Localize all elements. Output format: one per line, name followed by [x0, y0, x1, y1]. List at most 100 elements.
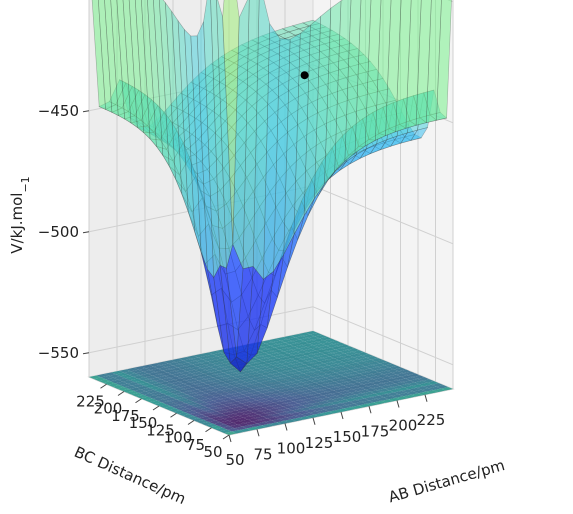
contour-cell: [394, 367, 407, 372]
contour-cell: [200, 384, 213, 388]
contour-cell: [291, 394, 304, 399]
contour-cell: [145, 389, 159, 394]
contour-cell: [111, 370, 124, 375]
contour-cell: [356, 375, 369, 379]
contour-cell: [321, 365, 334, 369]
contour-cell: [185, 387, 198, 391]
y-tick-label: 175: [111, 407, 140, 425]
z-axis-label-main: V/kJ.mol: [8, 193, 26, 254]
contour-cell: [375, 360, 388, 364]
contour-cell: [188, 375, 201, 379]
contour-cell: [138, 368, 151, 372]
contour-cell: [264, 397, 277, 401]
contour-cell: [323, 370, 336, 375]
contour-cell: [310, 379, 323, 383]
contour-cell: [355, 393, 368, 397]
contour-cell: [113, 376, 126, 380]
contour-cell: [258, 381, 271, 385]
contour-cell: [172, 372, 185, 377]
contour-cell: [200, 407, 213, 412]
contour-cell: [201, 413, 215, 417]
contour-cell: [295, 405, 308, 409]
y-tick-label: 125: [146, 421, 175, 439]
y-tick-mark: [170, 412, 177, 418]
contour-cell: [237, 376, 250, 381]
contour-cell: [311, 347, 324, 351]
contour-cell: [290, 357, 303, 361]
contour-cell: [274, 346, 287, 350]
contour-cell: [183, 359, 196, 363]
contour-cell: [334, 380, 347, 384]
contour-cell: [209, 365, 222, 369]
contour-cell: [387, 383, 400, 387]
contour-cell: [182, 414, 195, 418]
contour-cell: [221, 365, 234, 370]
contour-cell: [337, 399, 350, 404]
contour-cell: [383, 372, 397, 377]
contour-cell: [305, 354, 318, 358]
contour-cell: [103, 381, 116, 385]
contour-cell: [287, 360, 300, 365]
contour-cell: [344, 398, 357, 402]
contour-cell: [376, 374, 389, 378]
contour-cell: [195, 382, 208, 386]
contour-cell: [235, 394, 248, 398]
contour-cell: [226, 367, 239, 371]
contour-cell: [210, 356, 223, 360]
y-tick-label: 200: [94, 400, 123, 418]
contour-cell: [357, 389, 370, 394]
z-grid-line: [88, 306, 454, 366]
contour-cell: [177, 365, 190, 370]
contour-cell: [258, 404, 271, 408]
contour-cell: [107, 383, 120, 387]
contour-cell: [361, 400, 374, 404]
contour-cell: [253, 411, 266, 415]
contour-cell: [369, 366, 383, 371]
contour-cell: [199, 370, 212, 374]
contour-cell: [375, 383, 388, 387]
contour-cell: [261, 377, 274, 382]
contour-cell: [267, 370, 280, 375]
contour-cell: [311, 370, 324, 374]
contour-cell: [306, 345, 319, 349]
contour-cell: [378, 379, 391, 384]
contour-cell: [225, 399, 238, 403]
contour-cell: [276, 374, 289, 378]
contour-cell: [315, 372, 328, 376]
surface-patch: [171, 10, 189, 213]
contour-cell: [219, 360, 232, 364]
contour-cell: [398, 369, 411, 374]
contour-cell: [253, 388, 266, 392]
z-tick-label: −450: [38, 102, 79, 120]
contour-cell: [406, 391, 419, 395]
contour-cell: [408, 373, 421, 377]
contour-cell: [125, 376, 138, 381]
contour-cell: [250, 368, 263, 372]
contour-cell: [331, 406, 344, 411]
y-tick-mark: [152, 405, 160, 411]
contour-cell: [288, 398, 301, 402]
contour-cell: [145, 398, 158, 403]
contour-cell: [287, 383, 300, 388]
contour-cell: [101, 375, 114, 380]
contour-cell: [197, 364, 210, 369]
contour-cell: [229, 387, 242, 391]
contour-cell: [369, 390, 383, 394]
contour-cell: [298, 401, 311, 406]
contour-cell: [313, 366, 327, 371]
contour-cell: [234, 426, 247, 430]
contour-cell: [184, 373, 197, 377]
contour-cell: [307, 336, 320, 340]
contour-cell: [207, 382, 220, 387]
surface-patch: [425, 0, 442, 124]
contour-cell: [341, 378, 355, 382]
contour-cell: [258, 357, 271, 362]
contour-cell: [220, 374, 233, 378]
contour-cell: [265, 388, 278, 392]
contour-cell: [421, 388, 434, 392]
contour-cell: [197, 411, 210, 415]
contour-cell: [252, 373, 265, 378]
contour-cell: [184, 396, 197, 400]
contour-cell: [379, 370, 392, 375]
contour-cell: [279, 417, 292, 421]
